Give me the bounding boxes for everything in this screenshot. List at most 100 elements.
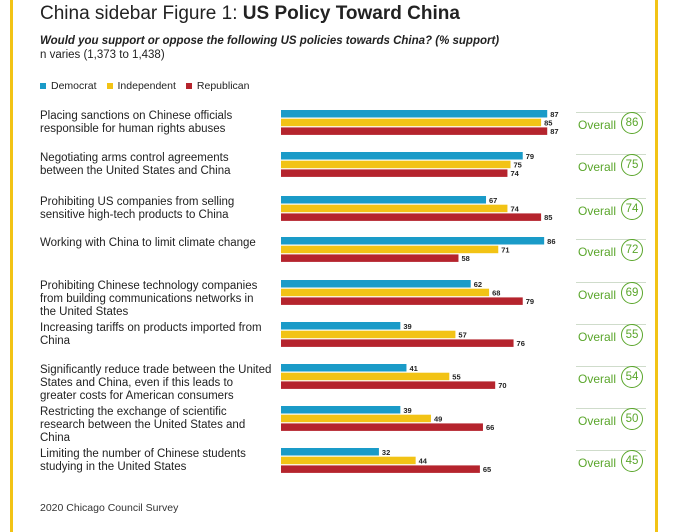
bar-value-label: 39 <box>403 322 411 331</box>
bar-value-label: 55 <box>452 373 460 382</box>
bar-value-label: 49 <box>434 415 442 424</box>
bar-value-label: 86 <box>547 237 555 246</box>
source-footer: 2020 Chicago Council Survey <box>40 502 179 514</box>
overall-label: Overall <box>578 160 617 174</box>
overall-badge: Overall 69 <box>576 282 646 305</box>
overall-label: Overall <box>578 330 617 344</box>
category-label: Negotiating arms control agreements betw… <box>40 152 231 177</box>
overall-divider <box>576 366 646 367</box>
category-label: Prohibiting Chinese technology companies… <box>40 280 258 318</box>
bar-democrat-row-2 <box>281 152 523 160</box>
overall-divider <box>576 154 646 155</box>
bar-value-label: 66 <box>486 423 494 432</box>
bar-republican-row-9 <box>281 465 480 473</box>
survey-question: Would you support or oppose the followin… <box>40 35 500 47</box>
bar-democrat-row-6 <box>281 322 401 330</box>
legend-swatch-democrat <box>40 83 46 89</box>
bar-republican-row-3 <box>281 213 542 221</box>
bar-independent-row-6 <box>281 330 456 339</box>
overall-badge: Overall 72 <box>576 239 646 262</box>
overall-badge: Overall 45 <box>576 450 646 473</box>
bar-democrat-row-1 <box>281 110 548 118</box>
overall-label: Overall <box>578 372 617 386</box>
bar-value-label: 32 <box>382 448 390 457</box>
bar-democrat-row-3 <box>281 196 487 204</box>
bar-democrat-row-8 <box>281 406 401 414</box>
bar-value-label: 85 <box>544 119 552 128</box>
bar-value-label: 87 <box>550 110 558 119</box>
overall-value: 74 <box>621 198 643 220</box>
frame-right-border <box>655 0 658 532</box>
overall-divider <box>576 450 646 451</box>
bar-value-label: 57 <box>458 331 466 340</box>
overall-value: 69 <box>621 282 643 304</box>
bar-value-label: 87 <box>550 127 558 136</box>
overall-badge: Overall 50 <box>576 408 646 431</box>
overall-label: Overall <box>578 414 617 428</box>
overall-badge: Overall 54 <box>576 366 646 389</box>
overall-badge: Overall 75 <box>576 154 646 177</box>
bar-independent-row-9 <box>281 456 416 465</box>
bar-value-label: 79 <box>526 152 534 161</box>
frame-left-border <box>10 0 13 532</box>
legend-item-republican: Republican <box>185 80 250 92</box>
category-label: Significantly reduce trade between the U… <box>40 364 272 402</box>
category-label: Limiting the number of Chinese students … <box>40 448 246 473</box>
bar-republican-row-2 <box>281 169 508 177</box>
category-label: Increasing tariffs on products imported … <box>40 322 262 347</box>
category-label: Restricting the exchange of scientific r… <box>40 406 246 444</box>
legend-item-democrat: Democrat <box>40 80 97 92</box>
category-label: Prohibiting US companies from selling se… <box>40 196 235 221</box>
overall-divider <box>576 282 646 283</box>
overall-divider <box>576 239 646 240</box>
legend-label-independent: Independent <box>117 80 176 92</box>
overall-divider <box>576 198 646 199</box>
bar-value-label: 62 <box>474 280 482 289</box>
bar-democrat-row-9 <box>281 448 379 456</box>
legend-label-republican: Republican <box>196 80 250 92</box>
bar-value-label: 85 <box>544 213 552 222</box>
overall-label: Overall <box>578 288 617 302</box>
bar-republican-row-6 <box>281 339 514 347</box>
overall-divider <box>576 324 646 325</box>
bar-value-label: 70 <box>498 381 506 390</box>
bar-democrat-row-7 <box>281 364 407 372</box>
bar-value-label: 74 <box>510 205 519 214</box>
legend-label-democrat: Democrat <box>51 80 97 92</box>
overall-value: 50 <box>621 408 643 430</box>
figure-title: China sidebar Figure 1: US Policy Toward… <box>40 3 460 25</box>
bar-value-label: 74 <box>510 169 519 178</box>
bar-democrat-row-5 <box>281 280 471 288</box>
bar-independent-row-7 <box>281 372 450 381</box>
legend: Democrat Independent Republican <box>40 80 259 92</box>
bar-democrat-row-4 <box>281 237 545 245</box>
sample-size-note: n varies (1,373 to 1,438) <box>40 49 165 61</box>
overall-badge: Overall 55 <box>576 324 646 347</box>
bar-value-label: 65 <box>483 465 491 474</box>
bar-value-label: 68 <box>492 289 500 298</box>
bar-independent-row-8 <box>281 414 431 423</box>
bar-value-label: 41 <box>409 364 417 373</box>
overall-label: Overall <box>578 245 617 259</box>
overall-value: 54 <box>621 366 643 388</box>
overall-label: Overall <box>578 456 617 470</box>
bar-value-label: 76 <box>517 339 525 348</box>
overall-label: Overall <box>578 118 617 132</box>
figure-title-main: US Policy Toward China <box>242 3 460 24</box>
bar-republican-row-5 <box>281 297 523 305</box>
overall-value: 75 <box>621 154 643 176</box>
bar-value-label: 75 <box>514 161 522 170</box>
bar-value-label: 58 <box>461 254 469 263</box>
legend-item-independent: Independent <box>106 80 176 92</box>
overall-divider <box>576 112 646 113</box>
overall-value: 55 <box>621 324 643 346</box>
bar-value-label: 71 <box>501 246 509 255</box>
bar-independent-row-1 <box>281 118 542 127</box>
bar-independent-row-5 <box>281 288 490 297</box>
figure-title-prefix: China sidebar Figure 1: <box>40 3 243 24</box>
bar-independent-row-3 <box>281 204 508 213</box>
bar-value-label: 79 <box>526 297 534 306</box>
bar-independent-row-2 <box>281 160 511 169</box>
bar-republican-row-4 <box>281 254 459 262</box>
